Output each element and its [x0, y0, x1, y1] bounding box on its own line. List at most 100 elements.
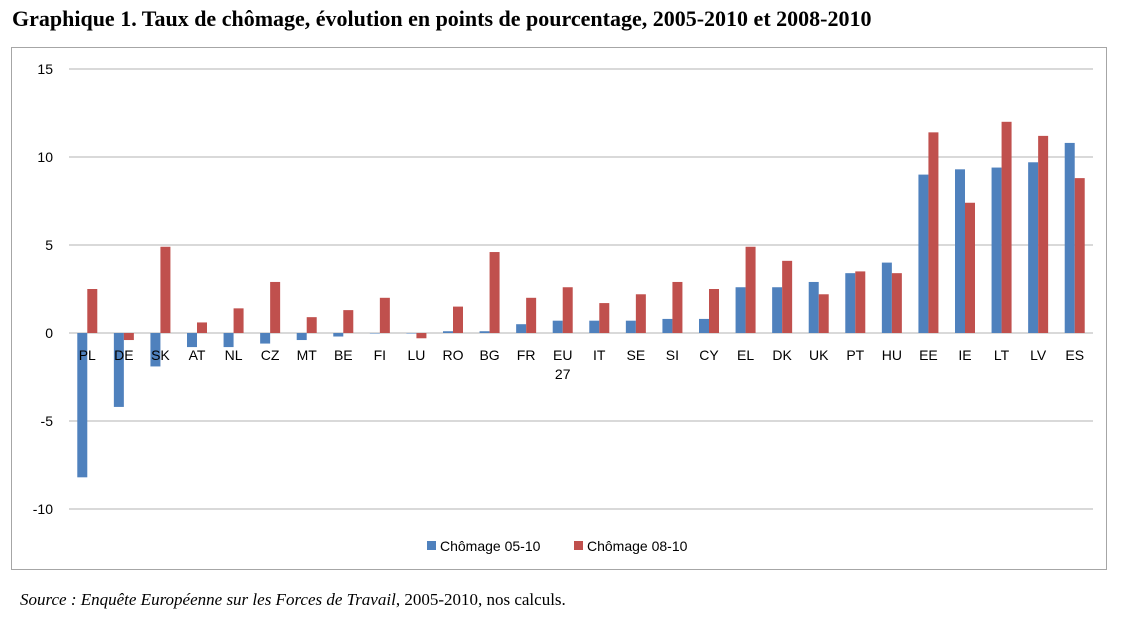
bar-chomage-05-10 — [1028, 162, 1039, 333]
bar-chomage-05-10 — [662, 318, 673, 333]
bar-chomage-08-10 — [1038, 135, 1049, 333]
x-tick-label: SK — [151, 347, 170, 363]
bar-chomage-08-10 — [635, 294, 646, 333]
bar-chomage-08-10 — [123, 333, 134, 341]
chart-title: Graphique 1. Taux de chômage, évolution … — [12, 6, 872, 31]
legend-swatch — [427, 541, 436, 550]
x-tick-label: DK — [772, 347, 792, 363]
x-tick-label: FI — [374, 347, 386, 363]
bar-chomage-08-10 — [672, 281, 683, 333]
bar-chomage-08-10 — [965, 202, 975, 333]
bar-chomage-05-10 — [955, 169, 965, 333]
source-prefix: Source : Enquête Européenne sur les Forc… — [20, 590, 396, 609]
source-note: Source : Enquête Européenne sur les Forc… — [20, 590, 566, 610]
y-tick-label: 0 — [45, 325, 53, 341]
x-tick-label: AT — [189, 347, 206, 363]
x-tick-label: CY — [699, 347, 719, 363]
bar-chomage-08-10 — [891, 273, 902, 333]
x-tick-label: UK — [809, 347, 829, 363]
bar-chomage-08-10 — [1074, 178, 1085, 333]
bar-chomage-08-10 — [87, 289, 98, 333]
bar-chomage-08-10 — [562, 287, 573, 333]
bar-chart: -10 -5 0 5 10 15 PL DE SK AT NL CZ MT BE FI LU RO BG FR EU… — [33, 61, 1093, 554]
bar-chomage-08-10 — [745, 246, 756, 333]
bar-chomage-08-10 — [453, 306, 463, 333]
bar-chomage-08-10 — [818, 294, 829, 333]
bar-chomage-05-10 — [589, 320, 600, 333]
bar-chomage-08-10 — [160, 246, 171, 333]
x-tick-label: BG — [479, 347, 499, 363]
bar-chomage-08-10 — [379, 297, 390, 333]
bar-chomage-05-10 — [150, 333, 161, 367]
x-tick-label: NL — [225, 347, 243, 363]
legend: Chômage 05-10 Chômage 08-10 — [427, 538, 688, 554]
bar-chomage-05-10 — [296, 333, 307, 341]
bar-chomage-05-10 — [443, 331, 453, 333]
x-tick-label: IT — [593, 347, 606, 363]
bar-chomage-05-10 — [881, 262, 892, 333]
bar-chomage-05-10 — [406, 333, 417, 334]
x-tick-label: PL — [79, 347, 96, 363]
x-tick-label: PT — [846, 347, 864, 363]
y-tick-label: -10 — [33, 501, 53, 517]
y-tick-label: 5 — [45, 237, 53, 253]
bar-chomage-05-10 — [991, 167, 1002, 333]
bar-chomage-05-10 — [77, 333, 88, 478]
bar-chomage-05-10 — [260, 333, 271, 344]
y-tick-label: -5 — [41, 413, 54, 429]
bar-chomage-08-10 — [782, 260, 793, 333]
bar-chomage-08-10 — [855, 271, 866, 333]
x-tick-label: RO — [443, 347, 464, 363]
legend-label: Chômage 08-10 — [587, 538, 688, 554]
x-tick-label: CZ — [261, 347, 280, 363]
x-tick-label: HU — [882, 347, 902, 363]
bar-chomage-08-10 — [233, 308, 244, 333]
bar-chomage-05-10 — [699, 318, 709, 333]
x-tick-label: BE — [334, 347, 353, 363]
bar-chomage-05-10 — [1064, 142, 1075, 333]
bar-chomage-05-10 — [333, 333, 344, 337]
x-tick-label: SE — [627, 347, 646, 363]
x-tick-label: EU 27 — [553, 347, 572, 382]
x-tick-label: LT — [994, 347, 1010, 363]
x-tick-label: LU — [407, 347, 425, 363]
x-tick-labels: PL DE SK AT NL CZ MT BE FI LU RO BG FR EU 27 IT SE SI CY EL… — [79, 347, 1084, 382]
grid-lines — [69, 68, 1093, 510]
bar-chomage-05-10 — [113, 333, 124, 407]
bar-chomage-08-10 — [489, 252, 500, 333]
bar-chomage-08-10 — [306, 317, 317, 333]
bar-chomage-08-10 — [526, 297, 537, 333]
y-tick-label: 10 — [37, 149, 53, 165]
bar-chomage-05-10 — [772, 287, 783, 333]
y-tick-label: 15 — [37, 61, 53, 77]
x-tick-label: SI — [666, 347, 679, 363]
bar-chomage-08-10 — [928, 132, 939, 333]
x-tick-label: LV — [1030, 347, 1047, 363]
x-tick-label: MT — [297, 347, 318, 363]
x-tick-label: EE — [919, 347, 938, 363]
bar-chomage-08-10 — [599, 303, 610, 333]
legend-label: Chômage 05-10 — [440, 538, 541, 554]
bar-chomage-08-10 — [197, 322, 207, 333]
bar-chomage-05-10 — [735, 287, 746, 333]
source-suffix: , 2005-2010, nos calculs. — [395, 590, 566, 609]
bar-chomage-08-10 — [709, 289, 719, 333]
bar-chomage-05-10 — [516, 324, 527, 333]
bar-chomage-08-10 — [416, 333, 427, 339]
bar-chomage-05-10 — [845, 273, 856, 333]
x-tick-label: ES — [1065, 347, 1084, 363]
bar-chomage-08-10 — [1001, 121, 1012, 333]
x-tick-label: IE — [958, 347, 971, 363]
chart-frame: -10 -5 0 5 10 15 PL DE SK AT NL CZ MT BE FI LU RO BG FR EU… — [11, 47, 1107, 570]
x-tick-label: FR — [517, 347, 536, 363]
bar-chomage-05-10 — [187, 333, 197, 348]
bar-chomage-08-10 — [343, 310, 354, 333]
x-tick-label: EL — [737, 347, 754, 363]
x-tick-label: DE — [114, 347, 133, 363]
bar-chomage-05-10 — [223, 333, 234, 348]
bar-chomage-05-10 — [918, 174, 929, 333]
legend-swatch — [574, 541, 583, 550]
bars — [77, 121, 1085, 478]
bar-chomage-05-10 — [808, 281, 819, 333]
bar-chomage-05-10 — [369, 333, 380, 334]
